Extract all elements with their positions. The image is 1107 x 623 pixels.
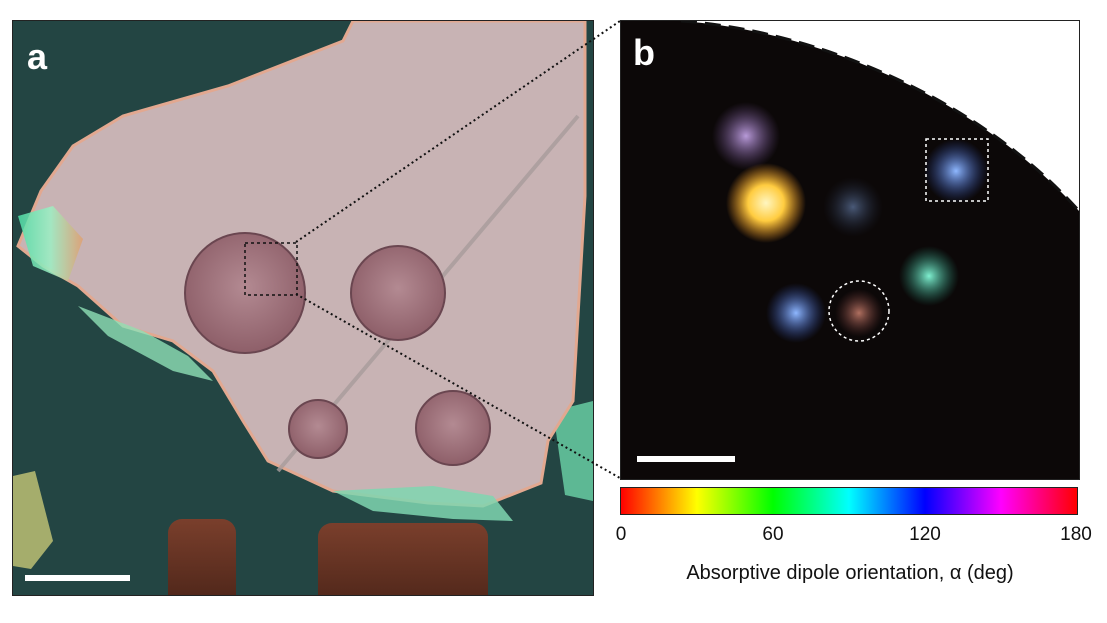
colorbar-title: Absorptive dipole orientation, α (deg) bbox=[686, 562, 1014, 584]
colorbar-tick-0: 0 bbox=[615, 524, 627, 545]
flake-edge-green-left bbox=[18, 206, 83, 281]
panel-a-label: a bbox=[27, 36, 48, 77]
spot-blue-upper bbox=[924, 139, 988, 203]
flake-edge-green-bottom bbox=[333, 486, 513, 521]
spot-dim-center bbox=[823, 177, 883, 237]
marker-square bbox=[925, 138, 989, 202]
panel-b-image bbox=[621, 21, 1079, 479]
colorbar-tick-60: 60 bbox=[762, 524, 784, 545]
spot-blue-lower bbox=[766, 283, 826, 343]
disk-small bbox=[288, 399, 348, 459]
zoom-box bbox=[244, 242, 298, 296]
panel-a-micrograph: a bbox=[12, 20, 594, 596]
spot-teal bbox=[899, 246, 959, 306]
bottom-pad-right bbox=[318, 523, 488, 595]
outside-region bbox=[681, 21, 1079, 211]
spot-yellow bbox=[726, 163, 806, 243]
small-flake-bottom-left bbox=[13, 471, 53, 569]
colorbar-tick-120: 120 bbox=[909, 524, 941, 545]
spot-purple bbox=[712, 102, 780, 170]
panel-a-scale-bar bbox=[25, 575, 130, 581]
disk-lower-right bbox=[415, 390, 491, 466]
flake-edge-green-lower bbox=[78, 306, 213, 381]
spot-brown bbox=[835, 289, 883, 337]
panel-b-map: b bbox=[620, 20, 1080, 480]
colorbar bbox=[620, 487, 1078, 515]
disk-upper-right bbox=[350, 245, 446, 341]
colorbar-tick-180: 180 bbox=[1060, 524, 1092, 545]
marker-circle bbox=[828, 280, 890, 342]
panel-b-label: b bbox=[633, 32, 655, 73]
bottom-pad-left bbox=[168, 519, 236, 595]
panel-a-image bbox=[13, 21, 593, 595]
flake-edge-dashed bbox=[680, 21, 1079, 212]
panel-b-scale-bar bbox=[637, 456, 735, 462]
